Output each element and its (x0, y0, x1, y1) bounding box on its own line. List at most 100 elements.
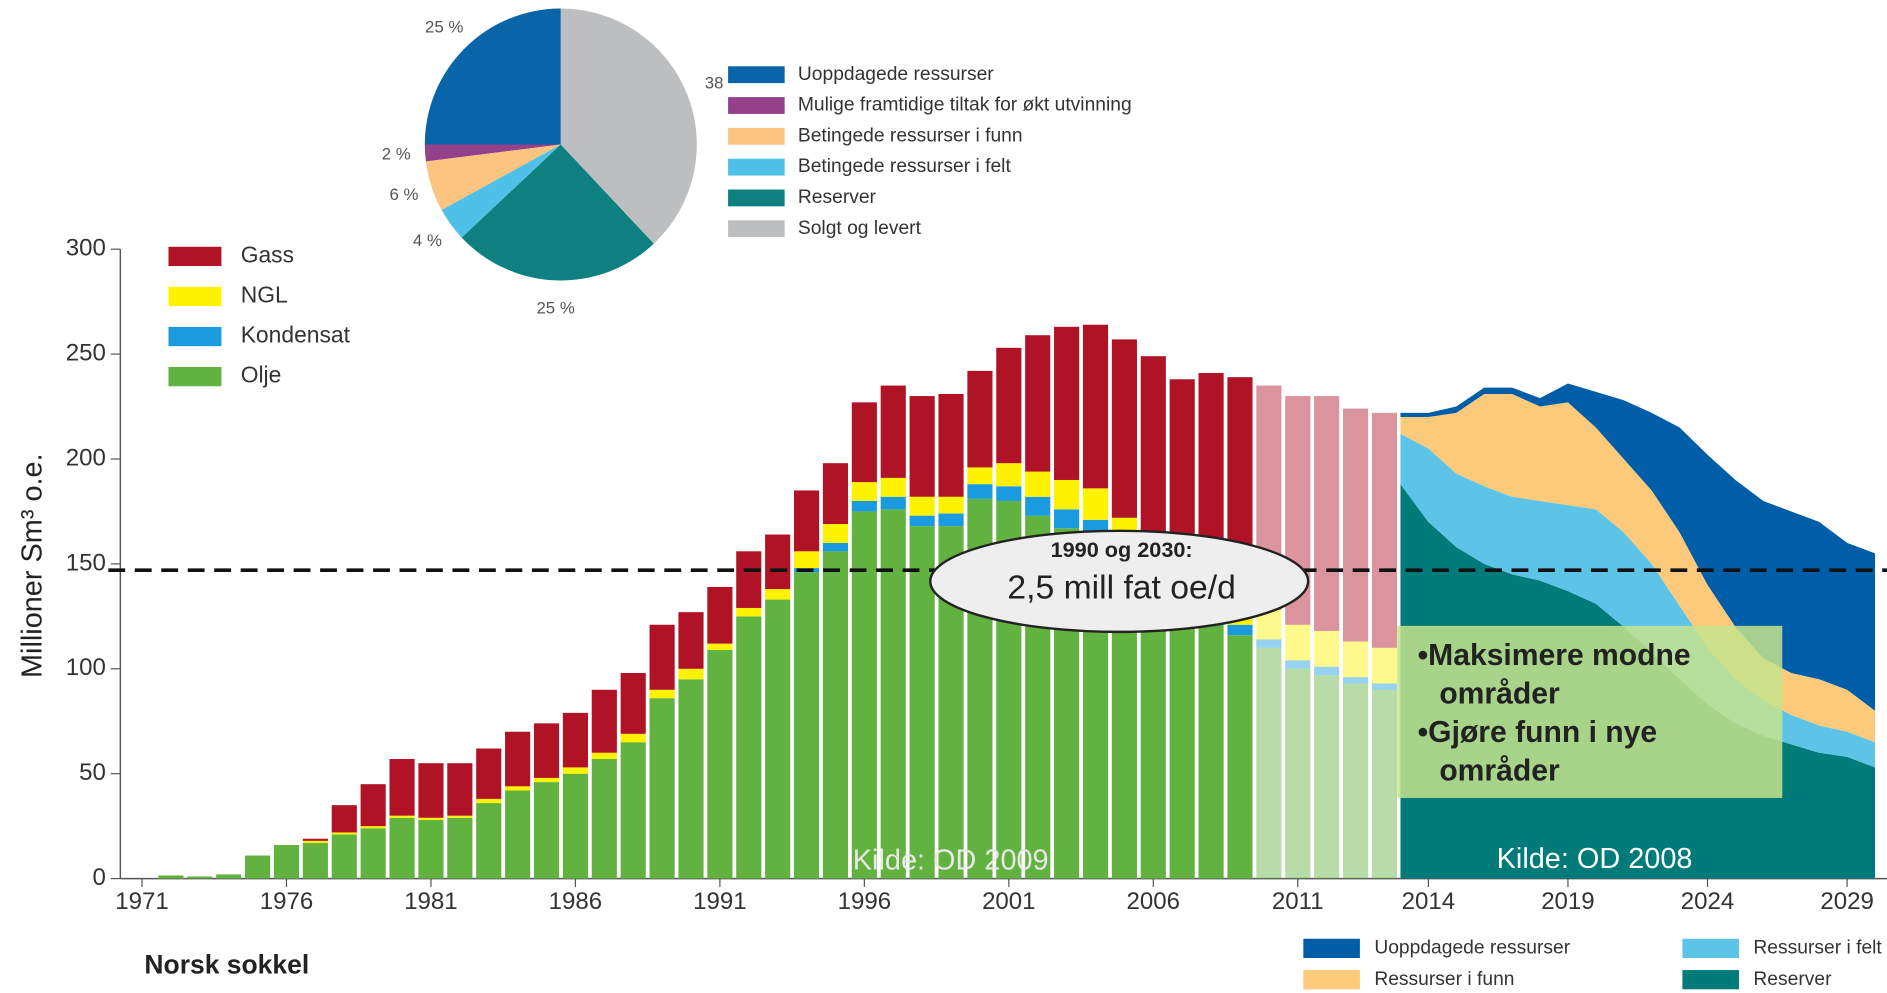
source-note: Kilde: OD 2008 (1497, 843, 1693, 875)
legend-swatch (728, 66, 785, 84)
bar-segment (1198, 622, 1224, 879)
legend-label: Gass (241, 241, 294, 267)
bar-segment (822, 542, 849, 552)
bar-segment (158, 875, 184, 879)
y-tick-label: 100 (66, 654, 106, 681)
bar-segment (1285, 668, 1311, 879)
bullet: •Gjøre funn i nye (1418, 716, 1657, 749)
bar-segment (562, 773, 588, 879)
y-tick-label: 150 (66, 549, 106, 576)
bar-segment (851, 511, 877, 879)
bar-segment (1082, 324, 1109, 489)
bar-segment (1285, 624, 1311, 661)
bar-segment (822, 524, 849, 543)
bar-segment (1256, 647, 1282, 879)
bar-segment (851, 500, 877, 512)
bar-segment (967, 370, 993, 468)
bar-segment (1054, 509, 1080, 529)
bar-segment (880, 477, 906, 497)
bar-segment (620, 672, 646, 734)
bar-segment (302, 842, 328, 879)
bar-segment (1025, 471, 1051, 497)
bar-segment (765, 589, 791, 600)
y-tick-label: 0 (93, 864, 106, 891)
bar-segment (447, 817, 473, 879)
bar-segment (533, 777, 560, 783)
x-tick-label: 2001 (982, 888, 1036, 915)
bar-segment (1025, 496, 1051, 516)
legend-label: Betingede ressurser i funn (798, 125, 1023, 146)
bar-segment (1314, 631, 1340, 667)
legend-swatch (728, 97, 785, 114)
bar-segment (765, 599, 791, 879)
legend-swatch (728, 127, 785, 145)
bar-segment (331, 805, 357, 833)
bar-segment (736, 551, 762, 608)
bar-segment (360, 828, 386, 879)
legend-label: NGL (241, 282, 288, 308)
bar-segment (707, 586, 733, 644)
legend-swatch (168, 326, 222, 347)
bar-segment (1314, 675, 1340, 879)
bar-segment (273, 845, 300, 879)
bar-segment (302, 840, 328, 843)
bar-segment (1140, 356, 1166, 543)
bar-segment (996, 463, 1022, 487)
x-tick-label: 2011 (1272, 888, 1324, 915)
legend-swatch (1682, 970, 1739, 990)
bar-segment (360, 826, 386, 829)
x-tick-label: 1986 (549, 888, 603, 915)
bullet: områder (1439, 755, 1560, 788)
bar-segment (938, 496, 964, 514)
legend-label: Uoppdagede ressurser (798, 64, 994, 85)
bar-segment (736, 616, 762, 879)
legend-label: Betingede ressurser i felt (798, 156, 1012, 177)
bar-segment (938, 393, 964, 497)
bar-segment (389, 817, 415, 879)
pie-label: 4 % (413, 231, 442, 250)
bar-segment (418, 817, 444, 820)
legend-label: Mulige framtidige tiltak for økt utvinni… (798, 95, 1132, 116)
bar-segment (1342, 641, 1369, 678)
pie-slice (560, 8, 697, 244)
bullet: •Maksimere modne (1418, 639, 1691, 672)
pie-slice (461, 144, 654, 281)
bar-segment (678, 668, 704, 680)
x-tick-label: 1976 (260, 888, 314, 915)
x-tick-label: 2014 (1402, 888, 1456, 915)
bar-segment (736, 607, 762, 617)
pie-label: 38 (705, 73, 724, 92)
x-tick-label: 1971 (115, 888, 169, 915)
bar-segment (187, 876, 213, 879)
bar-segment (1256, 639, 1282, 648)
bar-segment (620, 742, 646, 879)
x-tick-label: 1991 (693, 888, 747, 915)
bar-segment (1314, 396, 1340, 632)
legend-swatch (728, 158, 785, 176)
bar-segment (678, 612, 704, 669)
bar-segment (909, 515, 935, 527)
bullet-box (1397, 625, 1783, 798)
bar-segment (707, 643, 733, 650)
bar-segment (562, 712, 588, 768)
legend-label: Kondensat (241, 322, 351, 348)
bar-segment (938, 513, 964, 527)
bar-segment (765, 534, 791, 590)
bar-segment (1227, 624, 1253, 636)
bar-segment (967, 484, 993, 499)
bar-segment (591, 689, 617, 753)
bar-segment (1054, 479, 1080, 510)
bar-segment (591, 752, 617, 760)
bar-segment (1371, 412, 1398, 648)
legend-swatch (728, 189, 785, 207)
bar-segment (505, 786, 531, 791)
bar-segment (331, 834, 357, 879)
bar-segment (1371, 683, 1398, 690)
bar-segment (476, 803, 502, 879)
pie-slice (424, 8, 561, 145)
bar-segment (822, 551, 849, 879)
bar-segment (447, 763, 473, 816)
bar-segment (1342, 677, 1369, 684)
bar-segment (505, 790, 531, 879)
